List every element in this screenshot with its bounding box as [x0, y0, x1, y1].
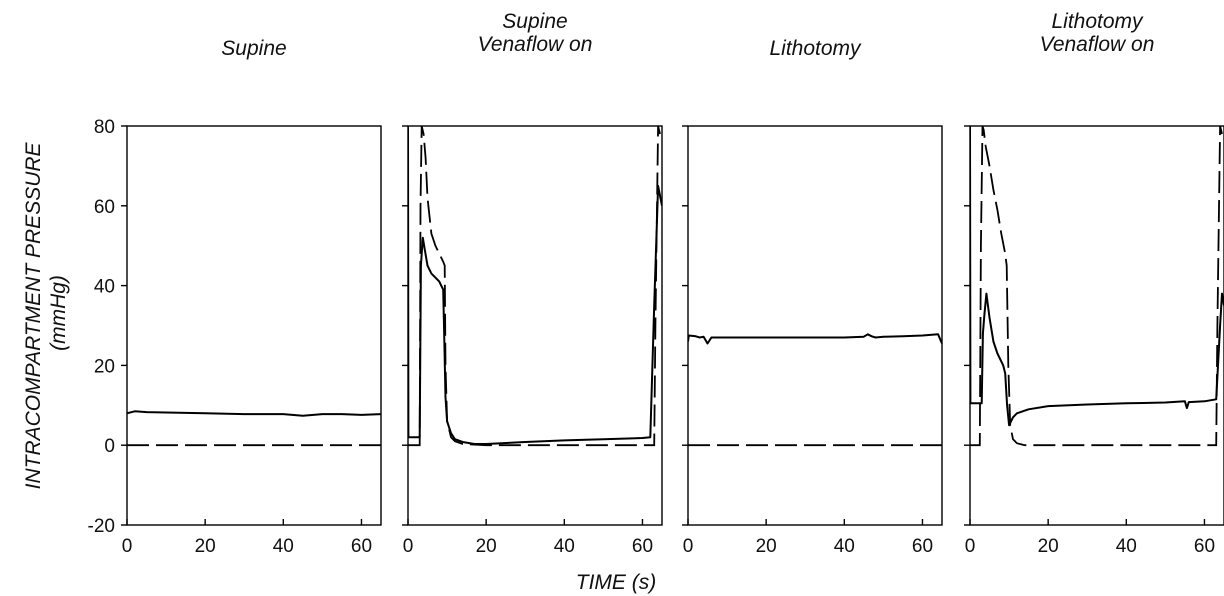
x-tick-label: 20: [1038, 536, 1059, 557]
y-tick-label: 0: [104, 436, 115, 457]
y-axis-label-line2: (mmHg): [47, 275, 70, 351]
panel-1: Supine 0 20 40 60 -20 0 20 40 60 80: [88, 37, 382, 557]
x-tick-label: 0: [683, 536, 694, 557]
panel-title: Lithotomy: [1051, 10, 1144, 33]
panel-title: Supine: [502, 10, 567, 33]
y-tick-label: 60: [94, 197, 115, 218]
solid-series-line: [970, 126, 1224, 427]
x-tick-label: 20: [476, 536, 497, 557]
x-tick-label: 60: [351, 536, 372, 557]
panel-title: Lithotomy: [769, 37, 862, 60]
y-axis-label-line1: INTRACOMPARTMENT PRESSURE: [22, 141, 45, 489]
x-tick-label: 0: [122, 536, 133, 557]
plot-frame: [126, 125, 382, 526]
plot-frame: [687, 125, 943, 526]
x-tick-label: 40: [1116, 536, 1137, 557]
dashed-series-line: [970, 126, 1223, 447]
x-tick-label: 60: [632, 536, 653, 557]
solid-series-line: [408, 126, 662, 445]
x-tick-label: 40: [273, 536, 294, 557]
panel-title: Venaflow on: [478, 33, 593, 56]
y-tick-label: 40: [94, 277, 115, 298]
y-tick-label: 20: [94, 356, 115, 377]
solid-series-line: [127, 410, 381, 417]
plot-frame: [407, 125, 663, 526]
panel-3: Lithotomy 0 20 40 60: [682, 37, 943, 557]
x-tick-label: 0: [965, 536, 976, 557]
panel-title: Venaflow on: [1040, 33, 1155, 56]
solid-series-line: [688, 333, 942, 345]
dashed-series-line: [408, 126, 661, 447]
y-tick-label: -20: [88, 516, 115, 537]
x-tick-label: 40: [554, 536, 575, 557]
y-tick-label: 80: [94, 117, 115, 138]
panel-title: Supine: [221, 37, 286, 60]
x-tick-label: 20: [756, 536, 777, 557]
x-tick-label: 40: [834, 536, 855, 557]
x-tick-label: 20: [195, 536, 216, 557]
x-tick-label: 60: [912, 536, 933, 557]
x-tick-label: 0: [403, 536, 414, 557]
y-axis-label: INTRACOMPARTMENT PRESSURE (mmHg): [22, 137, 70, 490]
x-axis-label: TIME (s): [576, 571, 656, 594]
x-tick-label: 60: [1194, 536, 1215, 557]
